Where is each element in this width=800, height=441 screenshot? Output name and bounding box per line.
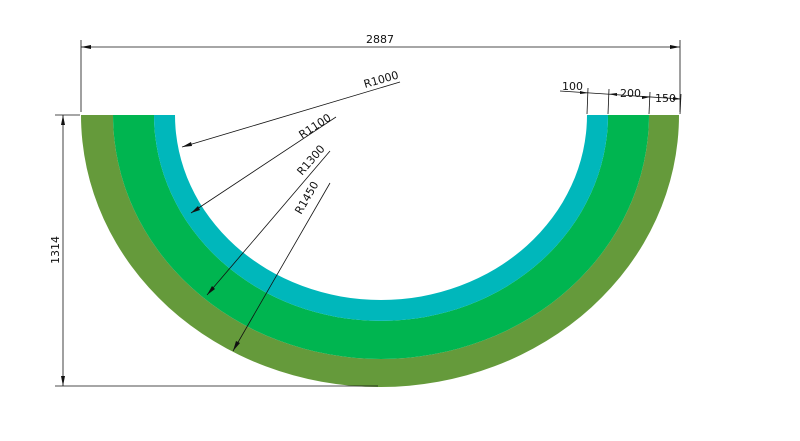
radius-r1100-label: R1100 bbox=[297, 111, 334, 141]
width-dimension: 2887 bbox=[80, 33, 681, 112]
radius-r1450-label: R1450 bbox=[292, 179, 321, 216]
height-dimension: 1314 bbox=[49, 114, 378, 387]
band-width-dimensions: 100 200 150 bbox=[559, 80, 682, 115]
width-150-label: 150 bbox=[655, 92, 676, 105]
width-100-label: 100 bbox=[562, 80, 583, 93]
height-label: 1314 bbox=[49, 236, 62, 264]
width-label: 2887 bbox=[366, 33, 394, 46]
middle-band bbox=[113, 115, 649, 359]
width-200-label: 200 bbox=[620, 87, 641, 100]
inner-band bbox=[154, 115, 608, 321]
outer-band bbox=[81, 115, 679, 387]
